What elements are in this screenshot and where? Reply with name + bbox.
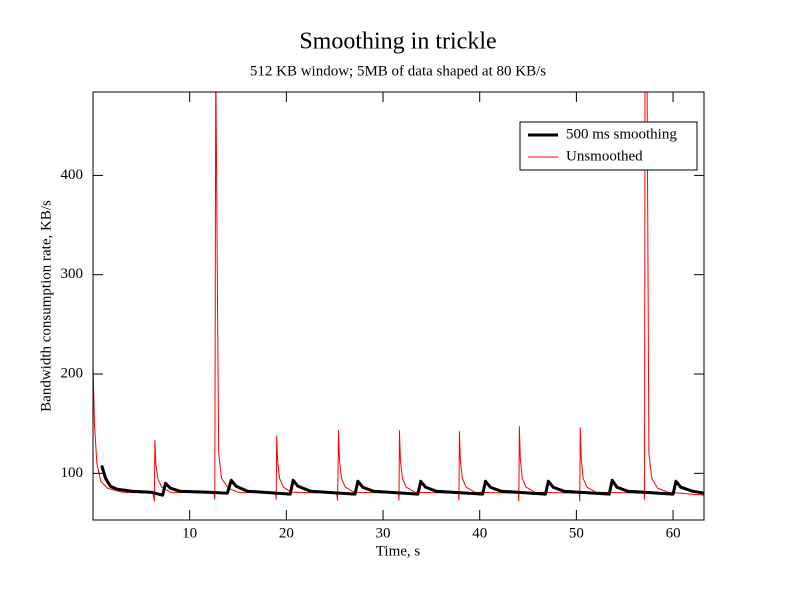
x-tick-label: 20	[279, 525, 294, 541]
legend-label: 500 ms smoothing	[566, 126, 677, 142]
series-line	[100, 464, 704, 497]
legend-label: Unsmoothed	[566, 148, 643, 164]
y-tick-label: 200	[61, 365, 84, 381]
chart-subtitle: 512 KB window; 5MB of data shaped at 80 …	[250, 63, 546, 79]
legend-box	[519, 121, 698, 171]
y-tick-label: 300	[61, 266, 84, 282]
x-tick-label: 10	[182, 525, 197, 541]
plot-frame	[92, 91, 705, 521]
series-line	[93, 92, 704, 502]
plot-area	[93, 92, 704, 502]
y-tick-label: 400	[61, 167, 84, 183]
x-axis-label: Time, s	[376, 543, 421, 559]
x-tick-label: 50	[569, 525, 584, 541]
x-tick-label: 30	[376, 525, 391, 541]
x-tick-label: 40	[472, 525, 487, 541]
y-tick-label: 100	[61, 465, 84, 481]
x-tick-label: 60	[666, 525, 681, 541]
y-axis-label: Bandwidth consumption rate, KB/s	[38, 200, 54, 412]
chart-title: Smoothing in trickle	[299, 29, 496, 55]
